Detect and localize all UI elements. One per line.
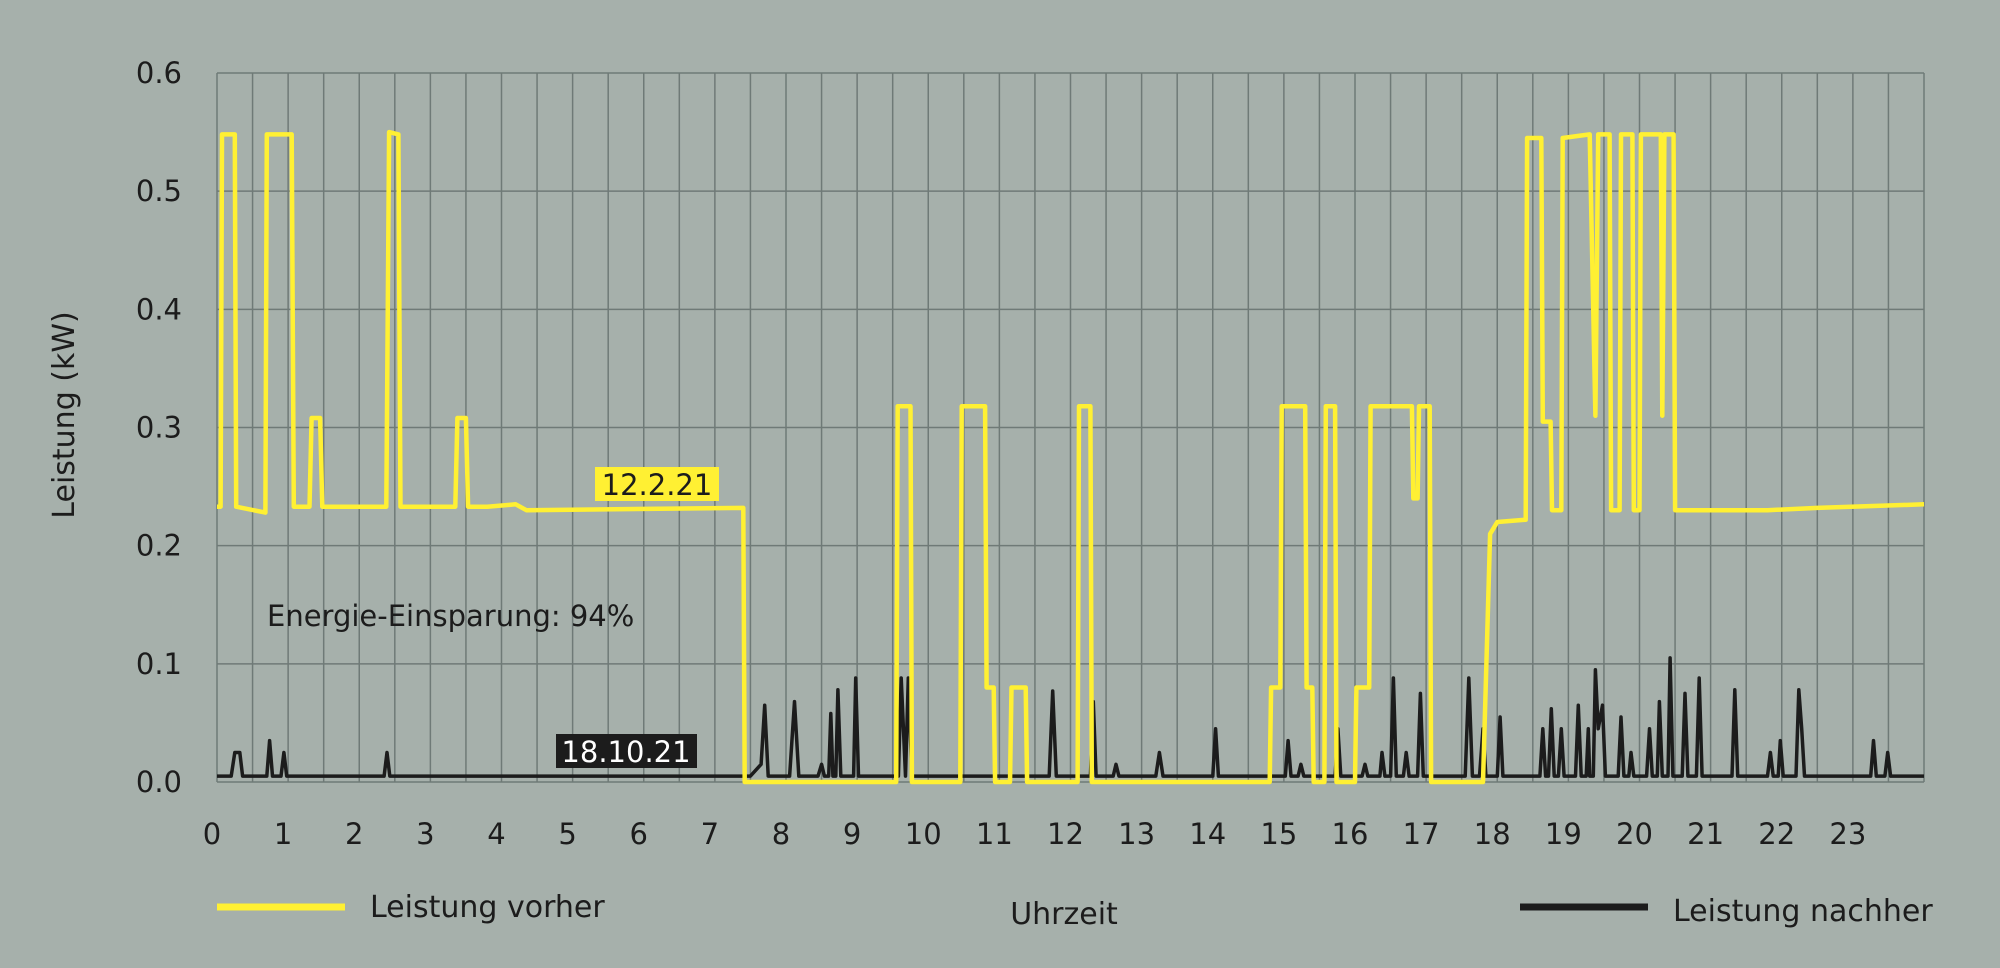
legend-before: Leistung vorher <box>217 890 605 925</box>
y-tick-label: 0.5 <box>136 174 182 208</box>
y-tick-label: 0.3 <box>136 411 182 445</box>
x-tick-label: 5 <box>558 817 576 851</box>
x-tick-label: 20 <box>1616 817 1653 851</box>
x-tick-label: 13 <box>1118 817 1155 851</box>
x-tick-label: 10 <box>905 817 942 851</box>
y-tick-label: 0.2 <box>136 529 182 563</box>
after-date-label: 18.10.21 <box>556 734 697 769</box>
x-tick-label: 6 <box>630 817 648 851</box>
svg-text:18.10.21: 18.10.21 <box>561 735 690 769</box>
x-tick-labels: 0 1 2 3 4 5 6 7 8 9 10 11 12 13 14 15 16 17 18 19 20 21 22 23 <box>203 817 1867 851</box>
series-lines <box>217 129 1925 785</box>
x-tick-label: 19 <box>1545 817 1582 851</box>
x-tick-label: 2 <box>345 817 363 851</box>
x-tick-label: 11 <box>976 817 1013 851</box>
x-tick-label: 7 <box>701 817 719 851</box>
x-tick-label: 16 <box>1332 817 1369 851</box>
x-tick-label: 14 <box>1189 817 1226 851</box>
x-tick-label: 18 <box>1474 817 1511 851</box>
x-tick-label: 12 <box>1047 817 1084 851</box>
series-line-after <box>217 656 1924 778</box>
x-tick-label: 8 <box>772 817 790 851</box>
x-tick-label: 1 <box>274 817 292 851</box>
x-tick-label: 15 <box>1260 817 1297 851</box>
series-line-before <box>217 129 1925 785</box>
y-tick-label: 0.6 <box>136 56 182 90</box>
x-tick-label: 0 <box>203 817 221 851</box>
savings-annotation: Energie-Einsparung: 94% <box>267 599 634 633</box>
grid <box>216 72 1925 783</box>
x-tick-label: 21 <box>1687 817 1724 851</box>
x-tick-label: 22 <box>1758 817 1795 851</box>
legend-after: Leistung nachher <box>1520 894 1933 929</box>
legend-after-label: Leistung nachher <box>1673 894 1933 929</box>
y-tick-labels: 0.0 0.1 0.2 0.3 0.4 0.5 0.6 <box>136 56 182 799</box>
x-tick-label: 3 <box>416 817 434 851</box>
x-tick-label: 17 <box>1403 817 1440 851</box>
x-tick-label: 4 <box>487 817 505 851</box>
y-tick-label: 0.4 <box>136 292 182 326</box>
x-tick-label: 9 <box>843 817 861 851</box>
y-tick-label: 0.1 <box>136 647 182 681</box>
y-axis-label: Leistung (kW) <box>47 311 82 518</box>
x-tick-label: 23 <box>1829 817 1866 851</box>
legend-before-label: Leistung vorher <box>370 890 605 925</box>
before-date-label: 12.2.21 <box>595 467 719 502</box>
svg-text:12.2.21: 12.2.21 <box>602 468 713 502</box>
y-tick-label: 0.0 <box>136 765 182 799</box>
x-axis-label: Uhrzeit <box>1010 897 1118 932</box>
